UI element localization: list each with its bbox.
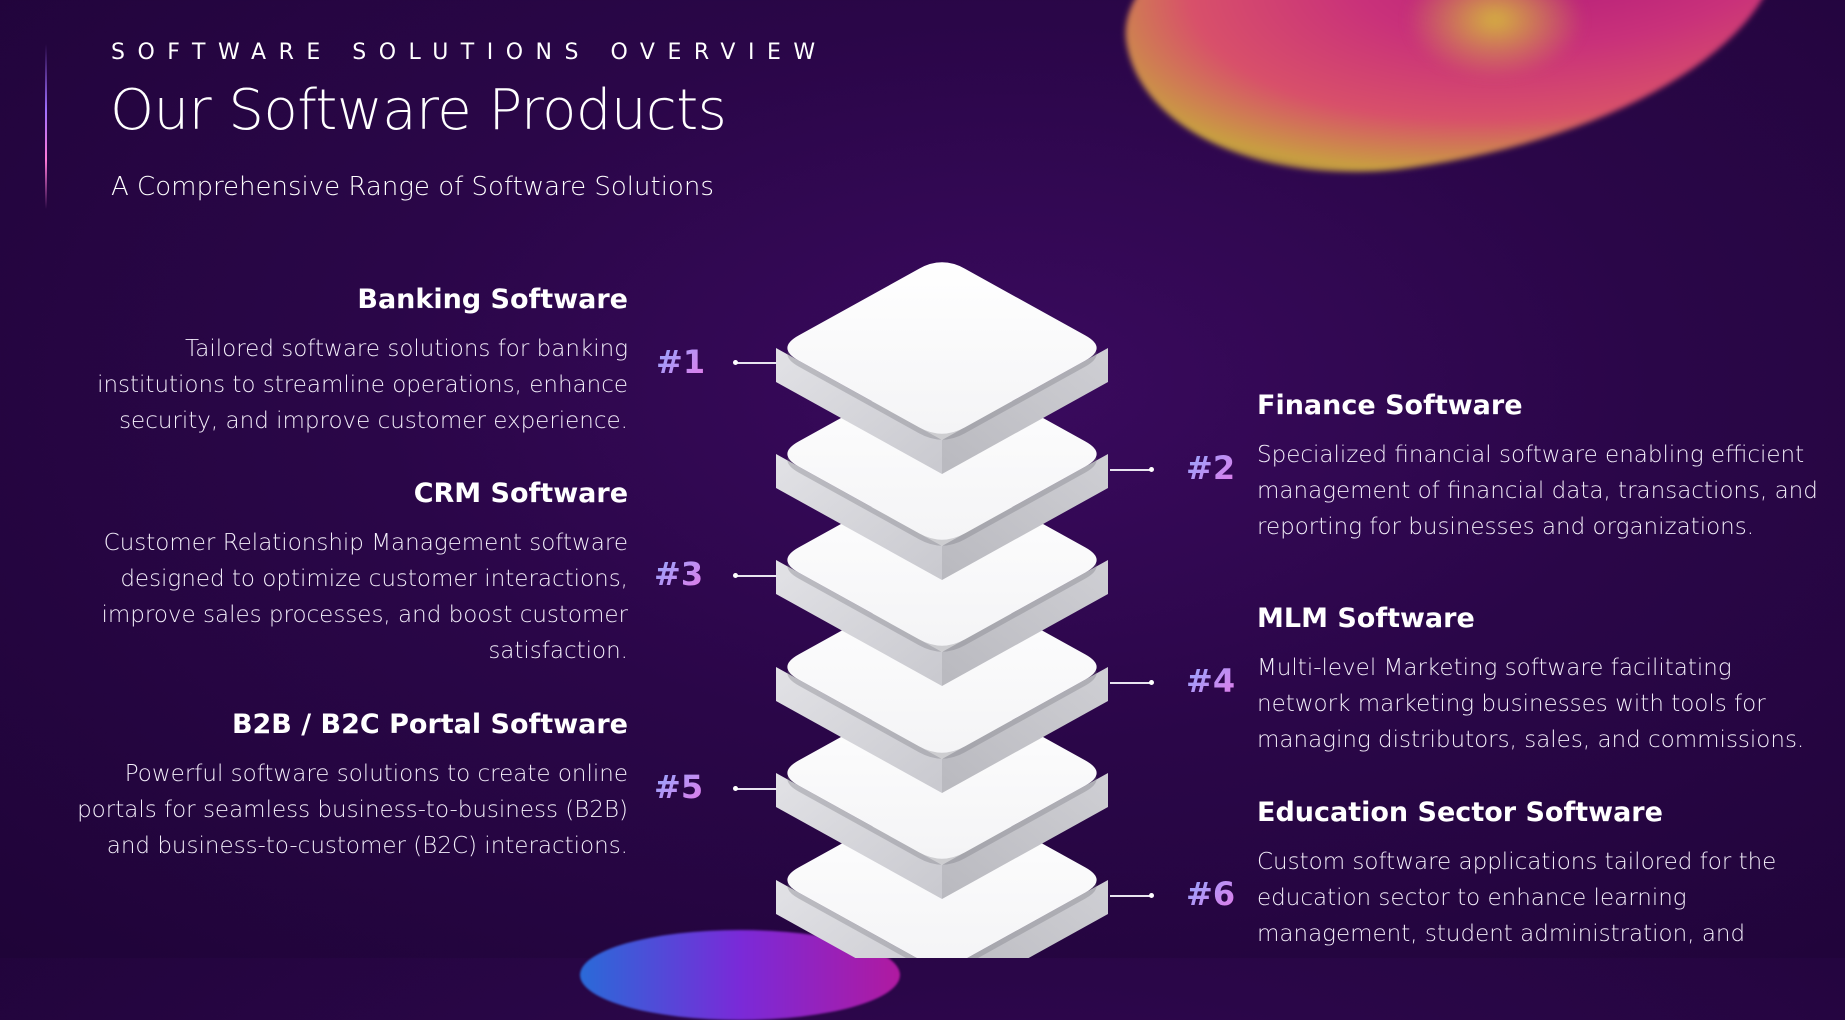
product-card-portal: B2B / B2C Portal Software Powerful softw… <box>60 709 628 864</box>
stack-layer-left-face <box>776 667 942 793</box>
connector-line <box>733 786 777 791</box>
product-number-5: #5 <box>654 768 704 806</box>
stack-layer-left-face <box>776 454 942 580</box>
connector-line <box>733 360 777 365</box>
product-card-banking: Banking Software Tailored software solut… <box>60 284 628 439</box>
stack-layer <box>776 262 1108 474</box>
product-number-1: #1 <box>656 343 706 381</box>
accent-line <box>45 44 47 209</box>
stack-layer-right-face <box>942 667 1108 793</box>
stack-layer-top-face <box>787 262 1097 434</box>
section-eyebrow: SOFTWARE SOLUTIONS OVERVIEW <box>111 40 828 65</box>
product-title: B2B / B2C Portal Software <box>231 709 628 740</box>
product-description: Customer Relationship Management softwar… <box>101 530 628 664</box>
product-title: Banking Software <box>357 284 628 315</box>
product-description: Powerful software solutions to create on… <box>77 761 628 859</box>
product-number-4: #4 <box>1186 662 1236 700</box>
connector-line <box>1110 893 1154 898</box>
stack-layer-left-face <box>776 773 942 899</box>
stack-layer-right-face <box>942 454 1108 580</box>
stack-layer-right-face <box>942 560 1108 686</box>
product-description: Tailored software solutions for banking … <box>97 336 628 434</box>
product-card-crm: CRM Software Customer Relationship Manag… <box>60 478 628 669</box>
layer-stack-illustration <box>776 262 1108 958</box>
stack-layer-right-face <box>942 773 1108 899</box>
page-title: Our Software Products <box>110 78 727 143</box>
stack-layer-left-face <box>776 348 942 474</box>
product-number-6: #6 <box>1186 875 1236 913</box>
product-title: Education Sector Software <box>1257 797 1663 828</box>
product-number-2: #2 <box>1186 449 1236 487</box>
stack-layer-right-face <box>942 348 1108 474</box>
product-description: Custom software applications tailored fo… <box>1257 849 1777 947</box>
connector-line <box>1110 467 1154 472</box>
product-card-mlm: MLM Software Multi-level Marketing softw… <box>1257 603 1832 758</box>
product-description: Specialized financial software enabling … <box>1257 442 1818 540</box>
product-card-education: Education Sector Software Custom softwar… <box>1257 797 1832 952</box>
product-description: Multi-level Marketing software facilitat… <box>1257 655 1805 753</box>
connector-line <box>1110 680 1154 685</box>
product-card-finance: Finance Software Specialized financial s… <box>1257 390 1832 545</box>
stack-layer-left-face <box>776 560 942 686</box>
product-title: MLM Software <box>1257 603 1475 634</box>
connector-line <box>733 573 777 578</box>
product-number-3: #3 <box>654 555 704 593</box>
product-title: Finance Software <box>1257 390 1523 421</box>
page-subtitle: A Comprehensive Range of Software Soluti… <box>111 172 714 202</box>
product-title: CRM Software <box>413 478 628 509</box>
